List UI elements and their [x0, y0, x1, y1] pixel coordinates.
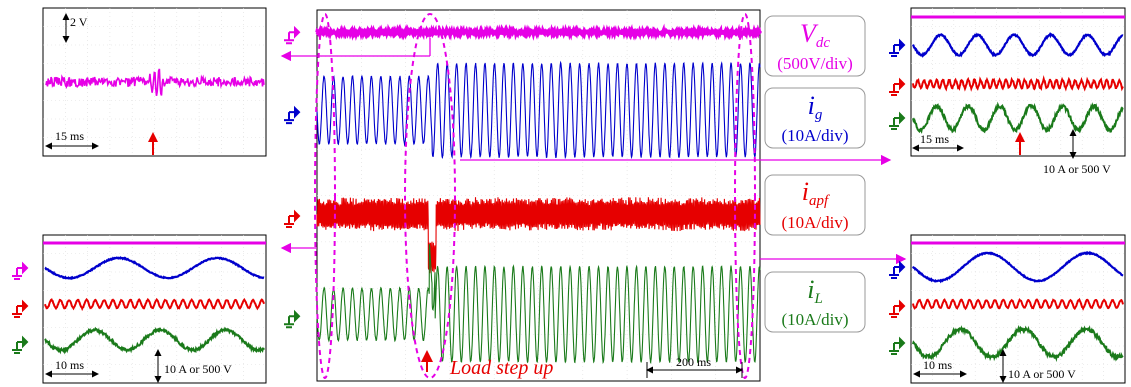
zoom-br-il-trace	[912, 324, 1124, 363]
zoom-panel-bottom-left	[12, 234, 267, 384]
channel-label-vdc: Vdc (500V/div)	[764, 15, 866, 77]
ground-marker-apf	[284, 209, 301, 229]
main-ground-markers	[284, 25, 301, 329]
il-subscript: L	[813, 291, 822, 307]
il-scale: (10A/div)	[781, 310, 848, 329]
ground-marker-L	[284, 309, 301, 329]
zoom-tl-scale-v: 2 V	[70, 15, 88, 29]
zoom-tl-vdc-trace	[45, 68, 265, 96]
zoom-bl-ground-iapf	[12, 299, 29, 318]
event-label: Load step up	[449, 357, 553, 379]
ground-marker-g	[284, 105, 301, 125]
zoom-br-scale-t: 10 ms	[923, 358, 952, 372]
zoom-bl-scale-t: 10 ms	[55, 358, 84, 372]
zoom-tr-event-arrow	[1015, 132, 1025, 155]
highlight-ellipse-left	[314, 13, 336, 379]
channel-label-ig: ig (10A/div)	[764, 87, 866, 149]
zoom-tr-ground-ig	[889, 38, 906, 57]
zoom-br-ground-iapf	[889, 299, 906, 318]
zoom-tr-iapf-trace	[912, 75, 1124, 92]
zoom-tl-event-arrow	[148, 132, 158, 155]
iapf-scale: (10A/div)	[781, 213, 848, 232]
zoom-bl-ground-ig	[12, 261, 29, 280]
svg-text:ig: ig	[808, 91, 823, 123]
zoom-panel-top-left	[42, 7, 267, 157]
main-scope-traces	[315, 23, 762, 365]
zoom-panel-top-right	[889, 7, 1126, 157]
ig-subscript: g	[815, 107, 823, 123]
ig-symbol: i	[808, 91, 815, 120]
zoom-br-ground-ig	[889, 260, 906, 279]
trace-g	[316, 60, 761, 160]
channel-label-iapf: iapf (10A/div)	[764, 174, 866, 236]
highlight-ellipse-middle	[404, 13, 456, 379]
zoom-panel-bottom-right	[889, 234, 1126, 384]
trace-L	[316, 244, 761, 365]
zoom-bl-ground-il	[12, 335, 29, 354]
channel-label-il: iL (10A/div)	[764, 271, 866, 333]
svg-text:Vdc: Vdc	[800, 19, 830, 51]
zoom-bl-il-trace	[44, 326, 265, 355]
zoom-bl-scale-y: 10 A or 500 V	[164, 362, 232, 376]
vdc-symbol: V	[800, 19, 819, 48]
zoom-br-ground-il	[889, 336, 906, 355]
ground-marker-dc	[284, 25, 301, 45]
zoom-tr-il-trace	[912, 101, 1124, 134]
highlight-ellipse-right	[734, 13, 756, 379]
vdc-scale: (500V/div)	[777, 54, 853, 73]
zoom-tr-scale-t: 15 ms	[920, 132, 949, 146]
vdc-subscript: dc	[816, 35, 831, 51]
ig-scale: (10A/div)	[781, 126, 848, 145]
zoom-tl-scale-t: 15 ms	[55, 129, 84, 143]
il-symbol: i	[807, 275, 814, 304]
zoom-bl-iapf-trace	[44, 297, 265, 312]
zoom-bl-ig-trace	[44, 256, 265, 281]
zoom-br-iapf-trace	[912, 297, 1124, 311]
zoom-tr-ground-iapf	[889, 77, 906, 96]
svg-text:iL: iL	[807, 275, 823, 307]
main-time-scale-label: 200 ms	[676, 355, 711, 369]
iapf-subscript: apf	[809, 193, 830, 209]
trace-dc	[315, 23, 762, 41]
zoom-tr-ig-trace	[911, 31, 1124, 58]
event-arrow	[421, 350, 433, 372]
zoom-br-ig-trace	[911, 250, 1124, 284]
zoom-tr-ground-il	[889, 111, 906, 130]
zoom-tr-grid	[911, 8, 1125, 156]
svg-text:iapf: iapf	[802, 177, 830, 209]
zoom-tr-scale-y: 10 A or 500 V	[1043, 162, 1111, 176]
zoom-br-scale-y: 10 A or 500 V	[1008, 367, 1076, 381]
trace-apf	[316, 197, 761, 274]
iapf-symbol: i	[802, 177, 809, 206]
